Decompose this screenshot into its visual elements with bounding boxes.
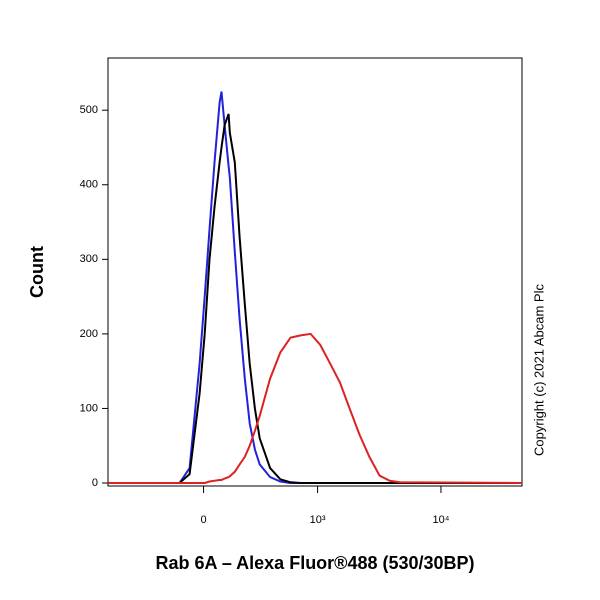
histogram-line	[108, 91, 522, 484]
histogram-line	[108, 113, 522, 484]
y-tick-label: 500	[80, 104, 98, 116]
y-tick-label: 300	[80, 253, 98, 265]
x-axis-label: Rab 6A – Alexa Fluor®488 (530/30BP)	[155, 553, 474, 573]
copyright: Copyright (c) 2021 Abcam Plc	[531, 284, 546, 456]
x-tick-label: 0	[201, 514, 207, 526]
plot-frame	[107, 57, 523, 487]
y-tick-label: 200	[80, 328, 98, 340]
histogram-line	[108, 332, 523, 484]
x-tick-label: 10⁴	[432, 514, 449, 526]
y-tick-label: 400	[80, 179, 98, 191]
y-tick-label: 100	[80, 402, 98, 414]
y-tick-label: 0	[92, 477, 98, 489]
x-tick-label: 10³	[310, 514, 326, 526]
y-axis-label: Count	[27, 246, 47, 298]
